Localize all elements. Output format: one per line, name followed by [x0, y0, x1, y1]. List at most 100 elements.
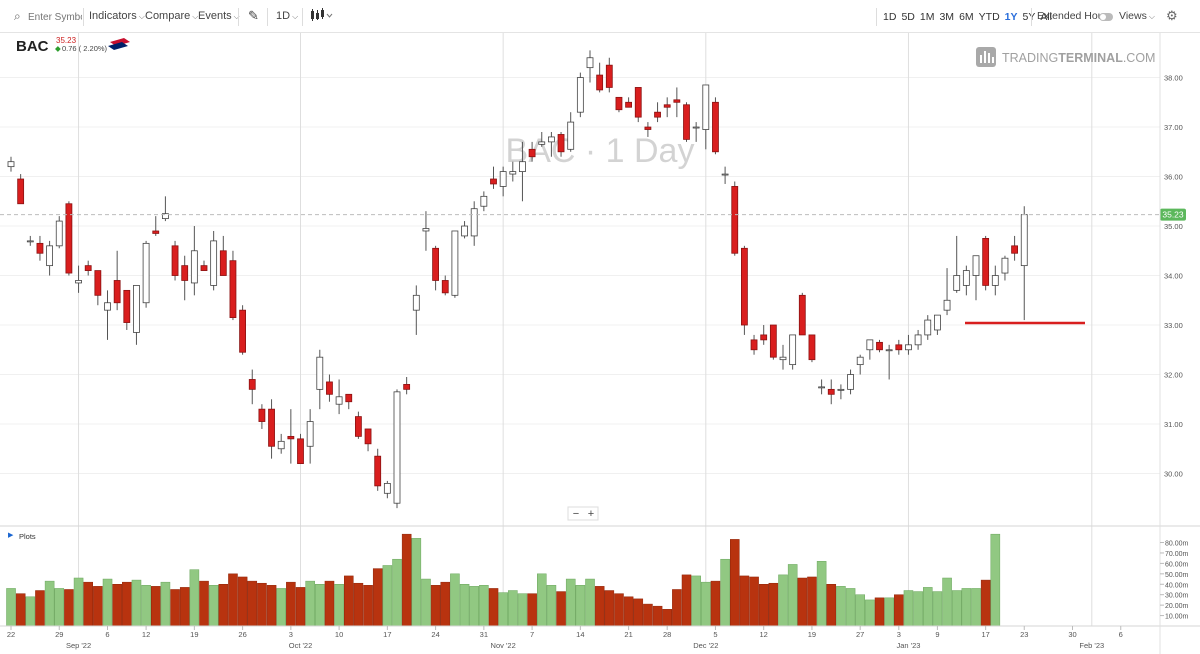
candle: [239, 305, 247, 355]
symbol-search-input[interactable]: [12, 9, 82, 25]
volume-tick-label: 50.00m: [1165, 572, 1189, 579]
top-toolbar: ⌕ Indicators⌵ Compare⌵ Events⌵ ✎ 1D⌵ 1D5…: [0, 0, 1200, 33]
volume-bar: [112, 584, 122, 627]
volume-bar: [83, 581, 93, 627]
candle: [934, 314, 941, 335]
volume-bar: [401, 533, 412, 627]
candle: [490, 166, 497, 189]
volume-bar: [652, 605, 663, 627]
candle-body-down: [876, 341, 883, 351]
plots-triangle-icon[interactable]: ▶: [8, 532, 14, 539]
volume-bar: [556, 591, 566, 627]
candle-body-up: [75, 280, 82, 284]
volume-bar: [295, 587, 306, 627]
range-1d[interactable]: 1D: [883, 11, 897, 23]
candle: [769, 324, 777, 360]
candle-body-up: [277, 440, 285, 450]
zoom-out-button[interactable]: −: [573, 508, 579, 520]
volume-bar: [787, 564, 798, 627]
candle: [856, 354, 864, 375]
draw-pencil-icon[interactable]: ✎: [248, 8, 259, 23]
date-tick-label: 22: [7, 630, 15, 639]
volume-bar: [247, 580, 258, 627]
candle-body-up: [161, 213, 169, 220]
gear-icon[interactable]: ⚙: [1166, 8, 1178, 23]
candle-body-down: [827, 388, 835, 395]
candle-body-up: [519, 161, 526, 172]
candle: [673, 87, 681, 118]
candle: [7, 156, 15, 172]
candle-body-up: [924, 319, 932, 336]
candle: [818, 379, 825, 395]
chart-type-menu[interactable]: [310, 8, 334, 25]
volume-bar: [517, 593, 528, 627]
candle: [403, 376, 411, 395]
candle: [306, 409, 314, 464]
symbol-price: 35.23: [56, 36, 77, 45]
candle-body-up: [306, 421, 314, 447]
candle: [760, 325, 768, 345]
candle: [393, 389, 401, 509]
candle: [895, 339, 903, 355]
candle: [731, 181, 739, 256]
volume-tick-label: 20.00m: [1165, 603, 1189, 610]
candle: [567, 112, 575, 152]
candle: [297, 433, 304, 465]
volume-bar: [546, 585, 557, 627]
candle: [972, 255, 980, 301]
candle-body-up: [586, 57, 594, 69]
range-1m[interactable]: 1M: [919, 11, 935, 23]
volume-bar: [25, 596, 36, 627]
candle: [827, 379, 835, 405]
candle: [65, 201, 73, 276]
range-ytd[interactable]: YTD: [978, 11, 1000, 23]
volume-bar: [189, 569, 200, 627]
volume-bar: [151, 586, 161, 627]
candle-body-up: [26, 240, 34, 243]
date-tick-label: 29: [55, 630, 63, 639]
indicators-label: Indicators: [89, 10, 137, 22]
volume-bar: [170, 589, 180, 627]
candle-body-down: [769, 324, 777, 358]
price-tick-label: 34.00: [1164, 272, 1183, 281]
range-5d[interactable]: 5D: [901, 11, 915, 23]
candle: [268, 399, 275, 459]
candle-body-up: [451, 230, 459, 296]
volume-bar: [73, 577, 84, 627]
volume-tick-label: 60.00m: [1165, 561, 1189, 568]
month-label: Dec '22: [693, 641, 718, 650]
plots-label[interactable]: Plots: [19, 532, 36, 541]
zoom-in-button[interactable]: +: [588, 508, 594, 520]
candle-body-down: [94, 270, 102, 296]
bofa-logo: [108, 38, 130, 50]
date-tick-label: 6: [105, 630, 109, 639]
candle-body-up: [847, 374, 854, 390]
volume-bar: [585, 578, 595, 627]
indicators-menu[interactable]: Indicators ⌵: [89, 10, 145, 22]
events-menu[interactable]: Events ⌵: [198, 10, 240, 22]
candle: [557, 131, 565, 157]
volume-axis: 10.00m 20.00m 30.00m 40.00m 50.00m 60.00m 70.0…: [1160, 541, 1189, 621]
views-menu[interactable]: Views ⌵: [1119, 10, 1155, 22]
volume-bar: [286, 581, 296, 627]
range-1y[interactable]: 1Y: [1004, 11, 1018, 23]
range-5y[interactable]: 5Y: [1022, 11, 1036, 23]
volume-bar: [430, 585, 441, 627]
date-tick-label: 30: [1068, 630, 1076, 639]
volume-bar: [469, 586, 480, 627]
change-up-icon: ◆: [55, 44, 62, 53]
extended-hours-toggle[interactable]: [1099, 13, 1113, 21]
date-tick-label: 12: [142, 630, 150, 639]
candle: [789, 334, 797, 370]
candle-body-down: [673, 99, 681, 103]
range-6m[interactable]: 6M: [959, 11, 974, 23]
range-all[interactable]: All: [1040, 11, 1053, 23]
candle: [548, 131, 555, 157]
range-3m[interactable]: 3M: [939, 11, 955, 23]
candle: [46, 240, 53, 276]
candle: [219, 235, 227, 276]
candle: [1001, 255, 1009, 281]
compare-menu[interactable]: Compare ⌵: [145, 10, 198, 22]
candle: [519, 141, 526, 202]
interval-menu[interactable]: 1D ⌵: [276, 10, 298, 22]
